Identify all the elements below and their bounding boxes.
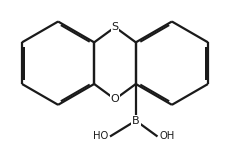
Text: B: B <box>131 116 139 126</box>
Text: HO: HO <box>92 131 107 141</box>
Text: S: S <box>111 22 118 32</box>
Text: O: O <box>110 94 119 104</box>
Text: OH: OH <box>159 131 174 141</box>
